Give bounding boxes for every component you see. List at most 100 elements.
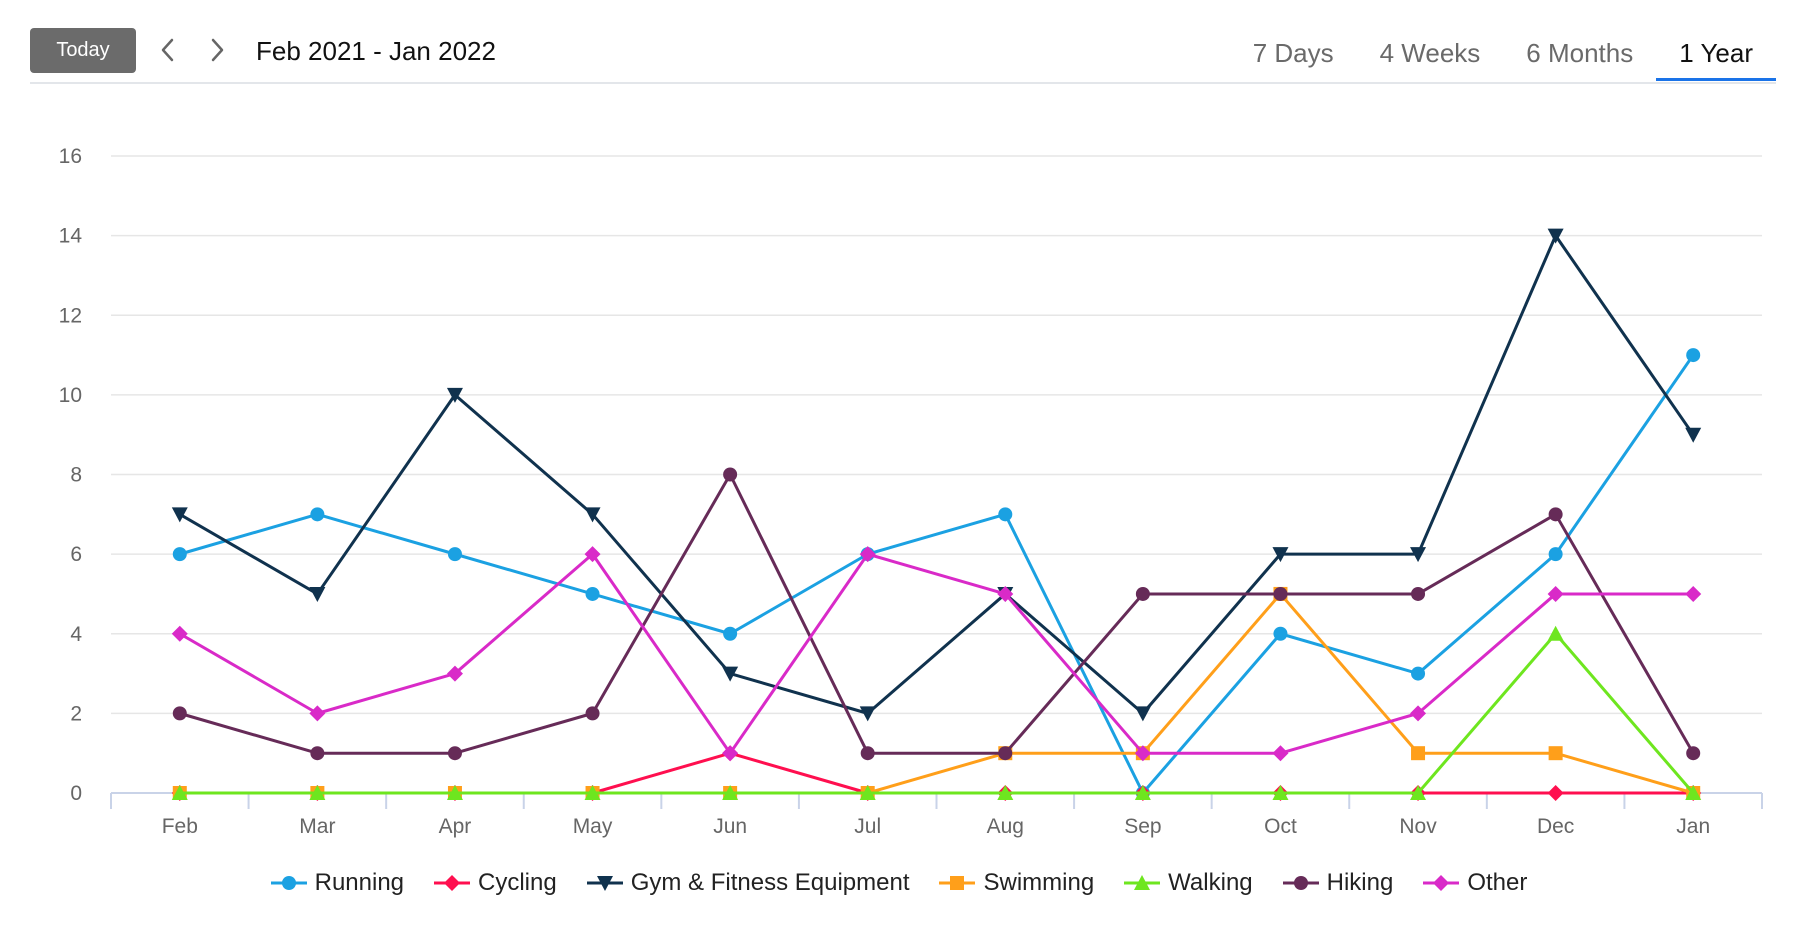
legend-symbol-icon	[1282, 876, 1319, 890]
data-point	[310, 507, 325, 522]
data-point	[722, 745, 739, 762]
data-point	[723, 626, 738, 641]
x-tick-label: Apr	[439, 815, 472, 838]
legend-item[interactable]: Other	[1423, 869, 1527, 897]
y-tick-label: 2	[70, 702, 82, 725]
data-point	[1272, 785, 1289, 800]
series-line	[178, 552, 1695, 755]
data-point	[1548, 746, 1563, 761]
legend-item[interactable]: Hiking	[1282, 869, 1394, 897]
data-point	[1272, 547, 1289, 563]
data-point	[172, 547, 187, 562]
data-point	[1134, 785, 1151, 800]
data-point	[1547, 585, 1564, 602]
data-point	[1686, 746, 1701, 761]
data-point	[1273, 626, 1288, 641]
data-point	[1134, 706, 1151, 722]
legend-label: Hiking	[1326, 869, 1394, 896]
chart-legend: Running Cycling Gym & Fitness Equipment Swi…	[0, 866, 1798, 900]
legend-label: Cycling	[478, 869, 557, 896]
series-line	[178, 234, 1695, 715]
data-point	[171, 507, 188, 523]
legend-symbol-icon	[270, 876, 307, 890]
x-tick-label: Jun	[713, 815, 747, 838]
data-point	[1293, 876, 1308, 890]
data-point	[859, 785, 876, 800]
data-point	[585, 706, 600, 721]
data-point	[309, 785, 326, 800]
legend-symbol-icon	[1124, 875, 1161, 890]
data-point	[997, 785, 1014, 800]
legend-item[interactable]: Swimming	[939, 869, 1094, 897]
x-tick-label: Jul	[854, 815, 881, 838]
x-tick-label: May	[573, 815, 613, 838]
data-point	[596, 876, 613, 891]
data-point	[446, 665, 463, 682]
legend-symbol-icon	[586, 876, 623, 891]
data-point	[585, 586, 600, 601]
x-tick-label: Feb	[162, 815, 198, 838]
tab-6-months[interactable]: 6 Months	[1503, 25, 1656, 81]
tab-7-days[interactable]: 7 Days	[1230, 25, 1357, 81]
previous-period-button[interactable]	[148, 29, 188, 71]
series-line	[178, 353, 1695, 795]
data-point	[998, 507, 1013, 522]
series-line	[178, 632, 1695, 795]
x-tick-label: Mar	[299, 815, 335, 838]
data-point	[446, 387, 463, 403]
data-point	[1547, 785, 1564, 801]
data-point	[444, 875, 461, 891]
data-point	[722, 785, 739, 800]
data-point	[310, 746, 325, 761]
legend-label: Swimming	[983, 869, 1095, 896]
toolbar: Today Feb 2021 - Jan 2022 7 Days 4 Weeks…	[30, 24, 1776, 84]
data-point	[1547, 228, 1564, 244]
data-point	[1411, 746, 1426, 761]
legend-item[interactable]: Gym & Fitness Equipment	[586, 869, 909, 897]
data-point	[1410, 705, 1427, 722]
today-button[interactable]: Today	[30, 28, 136, 73]
legend-item[interactable]: Running	[270, 869, 405, 897]
data-point	[1134, 875, 1151, 890]
series-line	[178, 592, 1695, 795]
series-running	[172, 348, 1701, 800]
x-tick-label: Nov	[1399, 815, 1437, 838]
legend-symbol-icon	[939, 876, 976, 890]
legend-item[interactable]: Walking	[1124, 869, 1253, 897]
data-point	[1686, 348, 1701, 363]
data-point	[447, 547, 462, 562]
legend-symbol-icon	[1423, 875, 1460, 891]
data-point	[1410, 547, 1427, 563]
data-point	[950, 876, 965, 890]
legend-item[interactable]: Cycling	[434, 869, 557, 897]
data-point	[1685, 427, 1702, 443]
tab-4-weeks[interactable]: 4 Weeks	[1357, 25, 1504, 81]
legend-label: Walking	[1168, 869, 1253, 896]
series-hiking	[172, 467, 1701, 761]
data-point	[1548, 507, 1563, 522]
data-point	[309, 586, 326, 602]
data-point	[446, 785, 463, 800]
legend-symbol-icon	[434, 875, 471, 891]
data-point	[998, 746, 1013, 761]
data-point	[1135, 586, 1150, 601]
x-tick-label: Sep	[1124, 815, 1161, 838]
data-point	[171, 625, 188, 642]
data-point	[281, 876, 296, 890]
y-tick-label: 10	[59, 384, 82, 407]
data-point	[859, 546, 876, 563]
data-point	[1411, 666, 1426, 681]
period-tabs: 7 Days 4 Weeks 6 Months 1 Year	[1230, 24, 1776, 82]
data-point	[309, 705, 326, 722]
y-tick-label: 12	[59, 304, 82, 327]
legend-label: Running	[314, 869, 405, 896]
data-point	[997, 585, 1014, 602]
tab-1-year[interactable]: 1 Year	[1656, 25, 1776, 81]
data-point	[584, 785, 601, 800]
data-point	[1433, 875, 1450, 891]
series-other	[171, 546, 1702, 762]
next-period-button[interactable]	[197, 29, 237, 71]
data-point	[584, 507, 601, 523]
data-point	[447, 746, 462, 761]
data-point	[1134, 745, 1151, 762]
